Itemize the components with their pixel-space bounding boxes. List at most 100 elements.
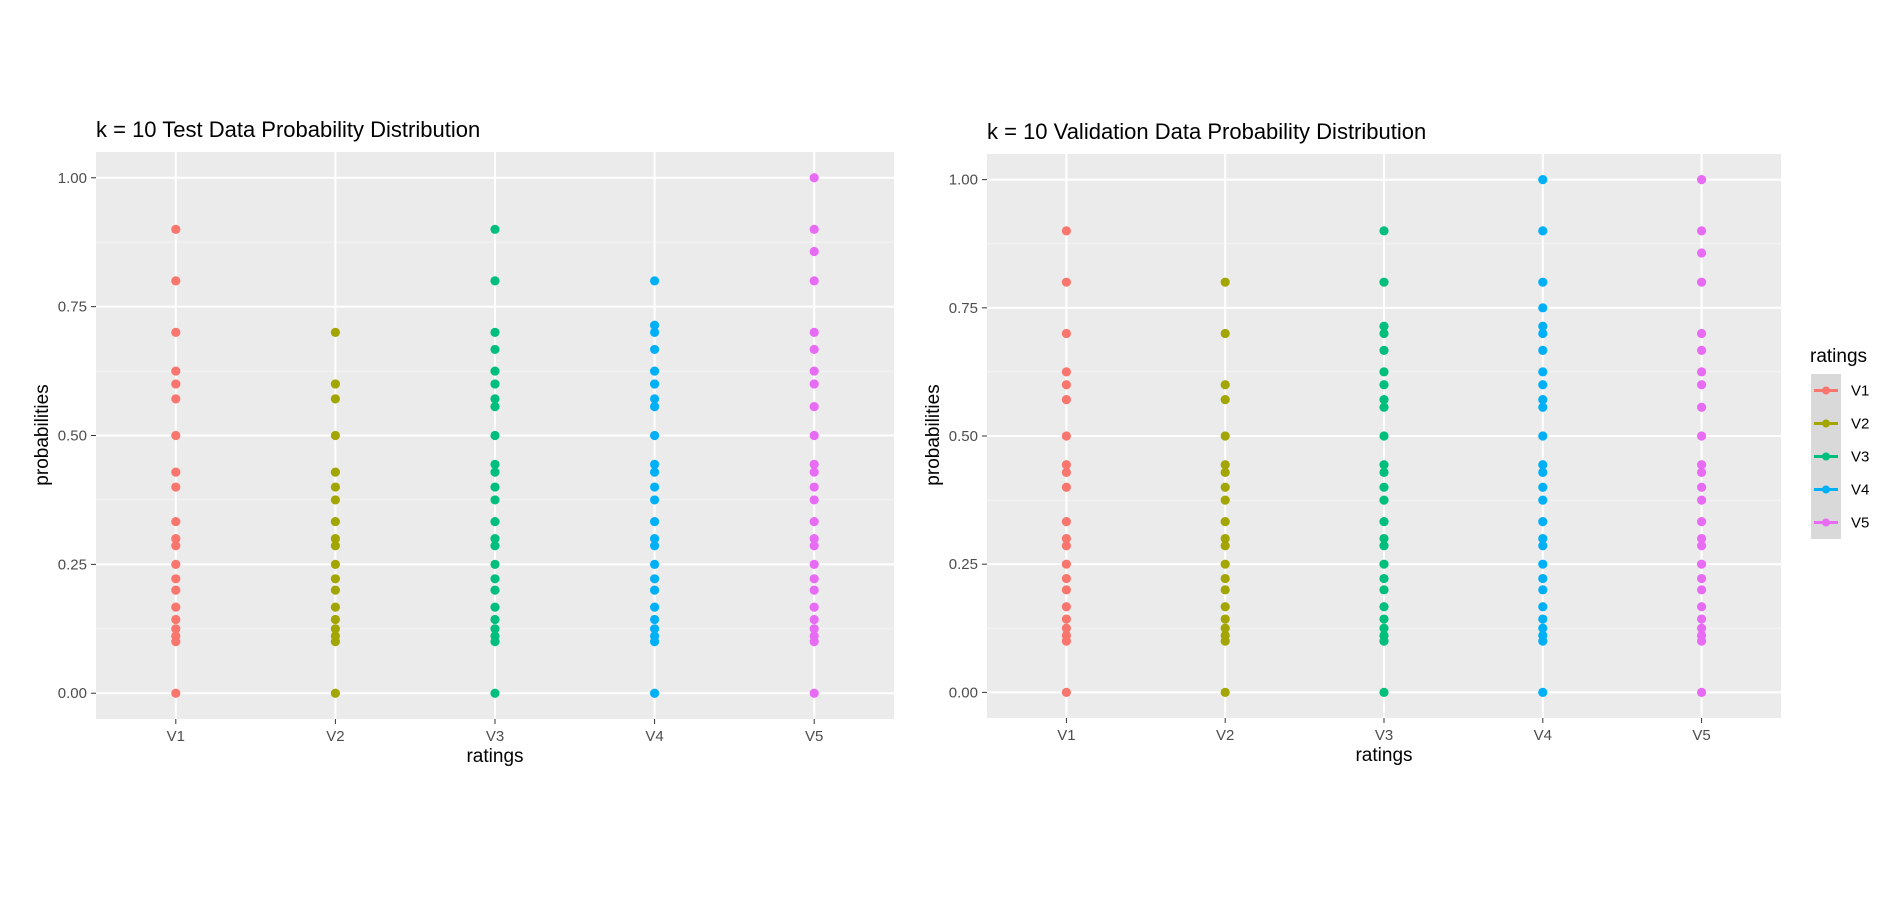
test-point-v1 [171,482,181,492]
validation-chart-title: k = 10 Validation Data Probability Distr… [987,119,1426,144]
test-point-v4 [650,394,660,404]
test-point-v3 [490,276,500,286]
validation-point-v3 [1379,614,1389,624]
validation-point-v3 [1379,277,1389,287]
validation-point-v5 [1697,559,1707,569]
validation-x-tick-label: V2 [1216,727,1234,744]
validation-point-v4 [1538,687,1548,697]
validation-point-v5 [1697,467,1707,478]
validation-point-v1 [1061,517,1071,527]
test-point-v1 [171,585,181,595]
validation-point-v3 [1379,495,1389,505]
validation-point-v4 [1538,467,1548,478]
test-point-v5 [809,366,819,376]
validation-point-v4 [1538,602,1548,612]
validation-point-v5 [1697,602,1707,612]
test-x-axis: V1 V2 V3 V4 V5 [167,719,823,745]
test-point-v1 [171,379,181,389]
test-chart-title: k = 10 Test Data Probability Distributio… [96,117,480,142]
test-point-v2 [330,379,340,389]
validation-point-v4 [1538,277,1548,287]
validation-y-axis: 0.00 0.25 0.50 0.75 1.00 [949,172,987,701]
validation-point-v1 [1061,623,1071,633]
validation-point-v2 [1220,630,1230,641]
test-point-v4 [650,559,660,569]
test-point-v1 [171,602,181,612]
test-point-v5 [809,467,819,477]
validation-point-v3 [1379,559,1389,569]
validation-point-v2 [1220,614,1230,624]
test-point-v3 [490,430,500,441]
test-point-v4 [650,516,660,527]
test-point-v3 [490,585,500,595]
validation-point-v4 [1538,517,1548,527]
test-point-v3 [490,495,500,505]
test-point-v2 [330,533,340,544]
validation-point-v3 [1379,482,1389,492]
validation-point-v2 [1220,482,1230,492]
test-point-v3 [490,224,500,234]
validation-point-v4 [1538,431,1548,441]
test-point-v4 [650,430,660,441]
test-point-v1 [171,366,181,376]
validation-point-v5 [1697,226,1707,236]
validation-point-v4 [1538,573,1548,584]
test-point-v3 [490,459,500,469]
test-point-v4 [650,402,660,412]
validation-point-v4 [1538,559,1548,569]
test-point-v5 [809,614,819,625]
test-point-v2 [330,516,340,527]
validation-point-v2 [1220,585,1230,595]
validation-point-v4 [1538,226,1548,236]
test-point-v4 [650,459,660,469]
legend-key-point [1822,518,1830,527]
test-point-v4 [650,688,660,698]
validation-data-points [1061,175,1707,697]
validation-x-tick-label: V4 [1534,727,1552,744]
validation-point-v5 [1697,248,1707,258]
validation-point-v3 [1379,517,1389,527]
test-y-tick-label: 1.00 [58,170,87,187]
test-point-v1 [171,394,181,404]
test-point-v1 [171,624,181,634]
legend-keys: V1 V2 V3 V4 V5 [1811,374,1869,539]
validation-point-v5 [1697,277,1707,287]
test-point-v4 [650,320,660,330]
legend-label-v3: V3 [1851,449,1869,466]
test-point-v2 [330,394,340,404]
validation-point-v5 [1697,585,1707,595]
test-point-v4 [650,574,660,584]
test-point-v2 [330,574,340,584]
validation-point-v4 [1538,630,1548,641]
validation-point-v2 [1220,495,1230,505]
validation-point-v5 [1697,614,1707,624]
validation-point-v3 [1379,345,1389,355]
validation-point-v3 [1379,402,1389,412]
test-point-v1 [171,533,181,544]
test-point-v2 [330,624,340,634]
validation-point-v4 [1538,614,1548,624]
test-point-v2 [330,585,340,595]
test-point-v5 [809,516,819,527]
test-point-v2 [330,327,340,338]
validation-point-v5 [1697,367,1707,377]
test-point-v4 [650,585,660,595]
validation-point-v5 [1697,345,1707,355]
test-point-v5 [809,224,819,234]
validation-point-v5 [1697,573,1707,584]
validation-point-v2 [1220,602,1230,612]
test-x-tick-label: V5 [805,728,823,745]
test-point-v3 [490,344,500,355]
test-point-v1 [171,467,181,477]
test-y-axis-title: probabilities [32,384,53,485]
test-y-tick-label: 0.00 [58,685,87,702]
validation-point-v2 [1220,328,1230,339]
test-y-axis: 0.00 0.25 0.50 0.75 1.00 [58,170,96,702]
validation-point-v1 [1061,559,1071,569]
validation-point-v1 [1061,367,1071,377]
validation-point-v1 [1061,482,1071,492]
test-point-v5 [809,585,819,595]
test-point-v5 [809,173,819,183]
test-point-v2 [330,631,340,641]
test-x-tick-label: V4 [645,728,663,745]
